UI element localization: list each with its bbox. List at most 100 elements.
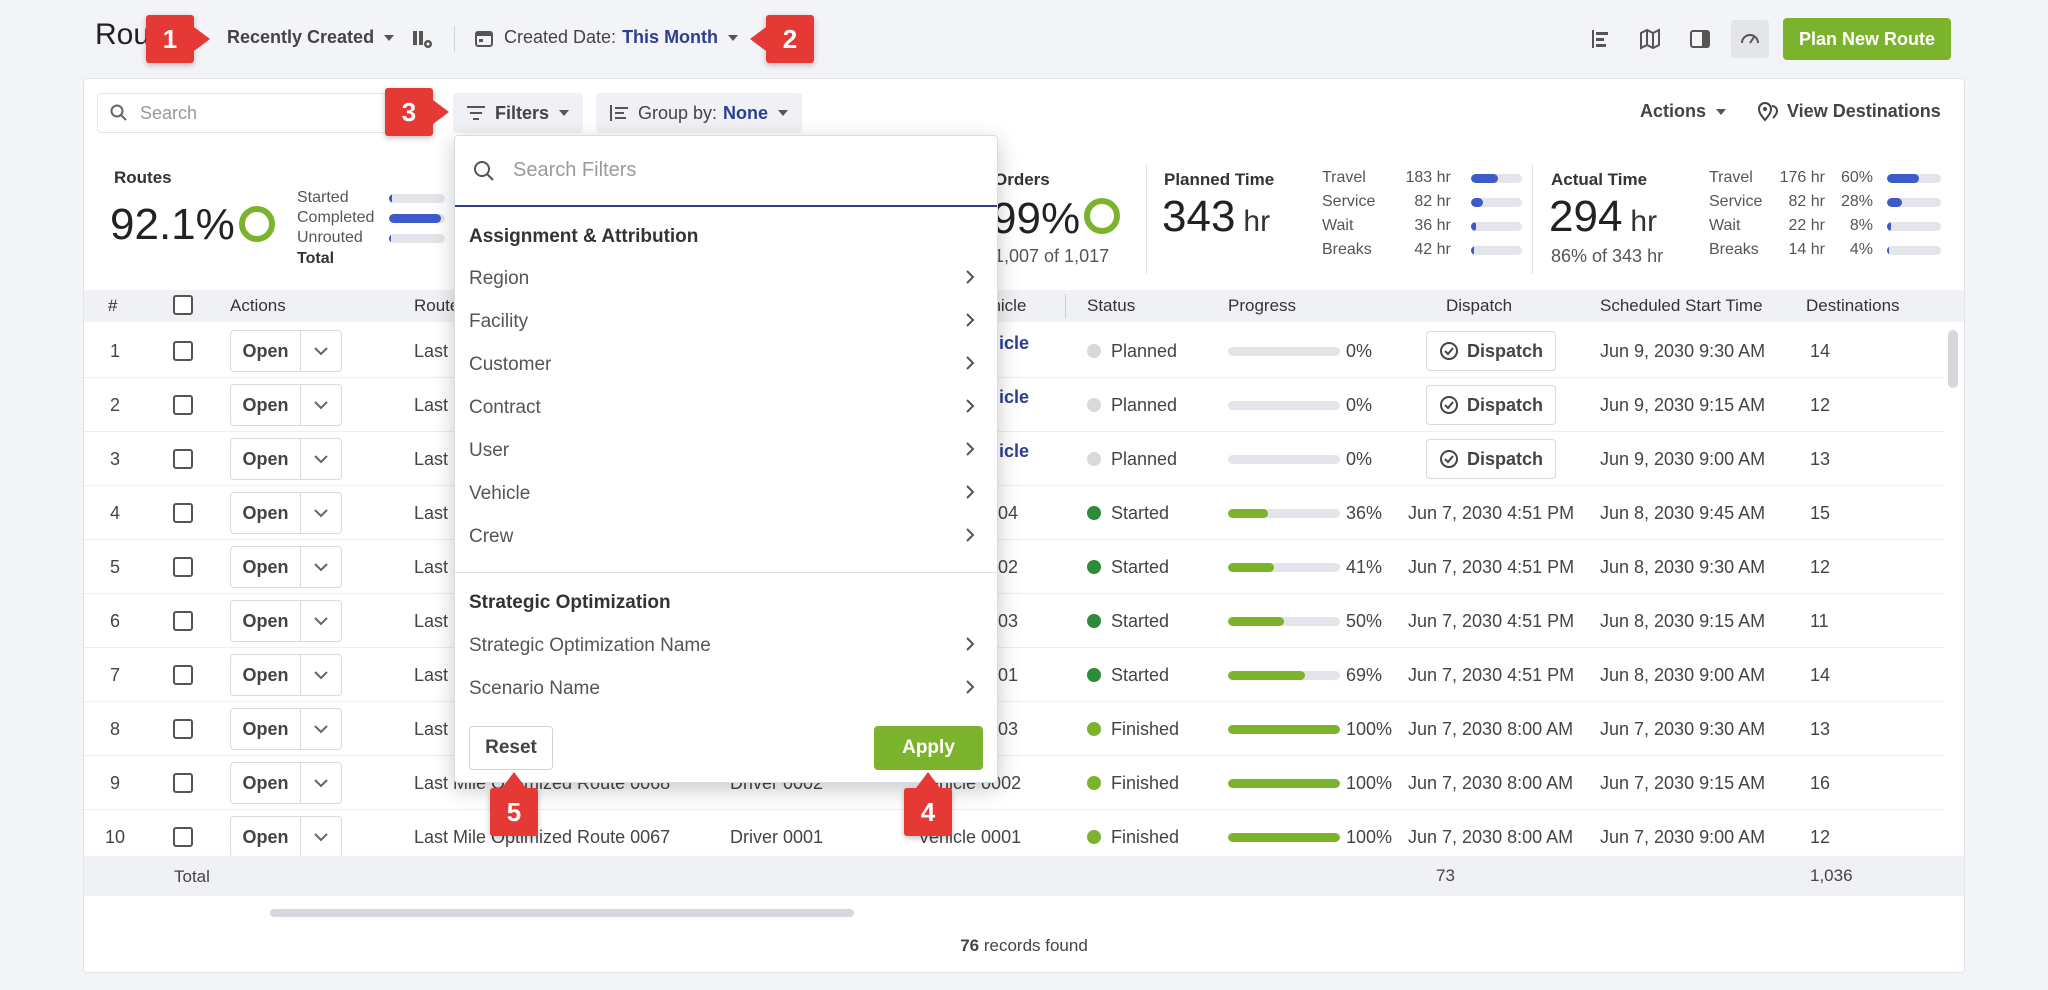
actual-bar-fill [1887,245,1890,255]
check-circle-icon [1440,396,1458,414]
filters-button[interactable]: Filters [453,93,584,133]
chevron-down-icon[interactable] [301,817,341,857]
chevron-down-icon[interactable] [301,601,341,641]
chevron-down-icon[interactable] [301,547,341,587]
dispatch-button[interactable]: Dispatch [1426,331,1557,371]
row-checkbox[interactable] [173,395,193,415]
open-button[interactable]: Open [231,331,301,371]
search-input[interactable]: Search [97,93,387,133]
group-by-button[interactable]: Group by: None [596,93,803,133]
dispatch-label: Dispatch [1467,340,1544,361]
planned-bar-fill [1470,245,1474,255]
chevron-down-icon[interactable] [301,763,341,803]
apply-button[interactable]: Apply [874,726,983,770]
filter-item[interactable]: Scenario Name [455,667,997,710]
reset-button[interactable]: Reset [469,726,553,770]
gauge-icon[interactable] [1731,20,1769,58]
filter-item[interactable]: User [455,429,997,472]
open-button[interactable]: Open [231,817,301,857]
scheduled-start: Jun 9, 2030 9:15 AM [1600,394,1766,415]
filter-item[interactable]: Facility [455,300,997,343]
vertical-scrollbar[interactable] [1948,330,1958,388]
chevron-down-icon[interactable] [301,439,341,479]
actual-bar [1887,245,1941,255]
footer-dispatch-total: 73 [1436,866,1455,885]
chevron-down-icon[interactable] [301,655,341,695]
row-checkbox[interactable] [173,557,193,577]
filter-search-input[interactable]: Search Filters [455,136,997,207]
route-name[interactable]: Last I [414,448,459,469]
route-name[interactable]: Last I [414,718,459,739]
filter-item[interactable]: Customer [455,343,997,386]
route-name[interactable]: Last I [414,664,459,685]
open-button[interactable]: Open [231,385,301,425]
search-placeholder: Search [140,102,198,123]
scheduled-start: Jun 7, 2030 9:30 AM [1600,718,1766,739]
row-checkbox[interactable] [173,773,193,793]
open-button[interactable]: Open [231,547,301,587]
row-checkbox[interactable] [173,827,193,847]
chevron-down-icon[interactable] [301,493,341,533]
open-button[interactable]: Open [231,655,301,695]
actual-label: Breaks [1709,241,1759,258]
route-name[interactable]: Last I [414,340,459,361]
row-checkbox-cell [173,594,193,648]
routes-stat-value: 92.1% [110,200,235,249]
plan-new-route-button[interactable]: Plan New Route [1783,18,1951,60]
filter-item[interactable]: Vehicle [455,472,997,515]
open-button[interactable]: Open [231,709,301,749]
vehicle-name[interactable]: nicle [988,332,1030,353]
row-checkbox[interactable] [173,449,193,469]
row-checkbox-cell [173,540,193,594]
view-destinations-button[interactable]: View Destinations [1757,101,1941,122]
routes-started-label: Started [297,189,349,206]
row-checkbox[interactable] [173,503,193,523]
select-all-checkbox[interactable] [173,295,193,315]
vehicle-name[interactable]: nicle [988,386,1030,407]
route-name[interactable]: Last I [414,556,459,577]
row-actions: Open [230,702,342,756]
open-button[interactable]: Open [231,439,301,479]
open-button-group: Open [230,330,342,372]
route-name[interactable]: Last I [414,394,459,415]
timeline-view-icon[interactable] [1581,20,1619,58]
row-checkbox[interactable] [173,665,193,685]
chevron-down-icon[interactable] [301,385,341,425]
status-text: Started [1111,664,1170,685]
actions-menu[interactable]: Actions [1640,101,1727,122]
vehicle-name[interactable]: nicle [988,440,1030,461]
row-number: 9 [109,772,120,793]
view-select[interactable]: Recently Created [227,27,395,48]
row-checkbox-cell [173,756,193,810]
progress-cell: 0% [1228,432,1372,486]
map-view-icon[interactable] [1631,20,1669,58]
open-button[interactable]: Open [231,493,301,533]
header-num: # [108,296,118,315]
dispatch-button[interactable]: Dispatch [1426,439,1557,479]
open-button[interactable]: Open [231,601,301,641]
route-name[interactable]: Last Mile Optimized Route 0067 [414,826,671,847]
date-filter[interactable]: Created Date: This Month [474,27,739,48]
callout-5: 5 [490,772,538,836]
filter-item[interactable]: Region [455,257,997,300]
row-checkbox[interactable] [173,341,193,361]
horizontal-scrollbar[interactable] [270,909,854,917]
chevron-down-icon[interactable] [301,709,341,749]
dispatch-button[interactable]: Dispatch [1426,385,1557,425]
column-settings-icon[interactable] [403,20,441,58]
side-panel-icon[interactable] [1681,20,1719,58]
dispatch-cell: Dispatch [1426,432,1557,486]
route-name[interactable]: Last I [414,502,459,523]
open-button[interactable]: Open [231,763,301,803]
planned-value: 36 hr [1414,217,1451,234]
filter-item[interactable]: Strategic Optimization Name [455,624,997,667]
chevron-down-icon[interactable] [301,331,341,371]
row-checkbox[interactable] [173,611,193,631]
filter-item[interactable]: Crew [455,515,997,558]
routes-completed-row: Completed [297,208,427,228]
route-name[interactable]: Last I [414,610,459,631]
filter-item[interactable]: Contract [455,386,997,429]
header-progress: Progress [1228,296,1297,315]
row-checkbox[interactable] [173,719,193,739]
divider [454,26,455,52]
